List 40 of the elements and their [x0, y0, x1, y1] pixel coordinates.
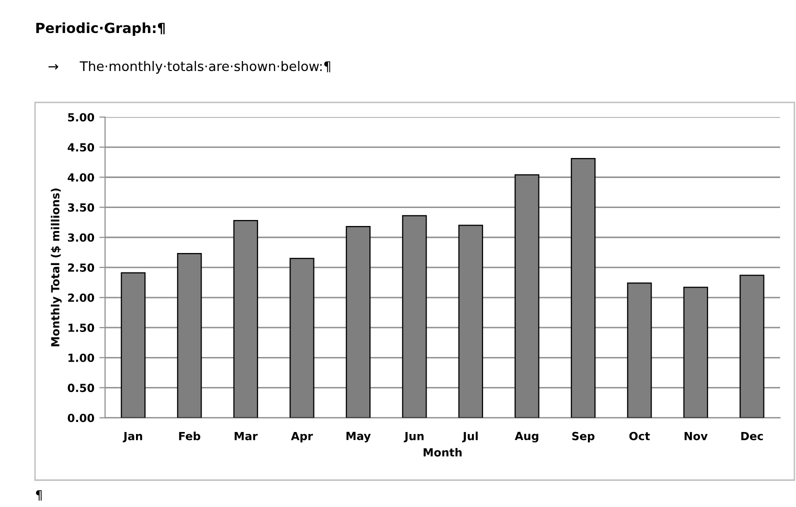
x-tick-label: Jun	[404, 432, 424, 442]
text: ¶	[36, 490, 42, 501]
bar	[740, 274, 764, 418]
bar	[514, 174, 540, 418]
y-tick-label: 0.50	[68, 384, 94, 392]
y-tick-label: 5.00	[68, 113, 94, 122]
y-tick-label: 4.00	[68, 173, 94, 182]
chart-title: Periodic·Graph:¶	[36, 22, 165, 36]
bar	[346, 226, 371, 418]
x-tick-label: May	[346, 432, 371, 442]
bar	[570, 158, 596, 418]
y-tick-label: 2.50	[68, 263, 94, 272]
x-tick-label: Aug	[514, 432, 538, 442]
x-tick-label: Oct	[629, 432, 650, 440]
y-tick-label: 3.00	[68, 233, 94, 242]
bar	[683, 286, 708, 418]
y-tick-label: 2.00	[68, 293, 94, 302]
x-tick-label: Jan	[122, 432, 142, 442]
x-tick-label: Mar	[234, 432, 258, 440]
x-axis-title: Month	[424, 448, 462, 457]
bar	[233, 220, 258, 418]
x-tick-label: Apr	[290, 432, 313, 442]
y-axis-title: Monthly Total ($ millions)	[50, 188, 62, 346]
y-tick-label: 1.00	[68, 354, 94, 362]
bar	[290, 258, 314, 418]
bar	[120, 272, 146, 418]
y-tick-label: 3.50	[68, 203, 94, 212]
chart-subtitle: → The·monthly·totals·are·shown·below:¶	[48, 60, 330, 74]
x-tick-label: Sep	[572, 432, 594, 442]
y-tick-label: 1.50	[68, 324, 94, 332]
y-tick-label: 4.50	[68, 143, 94, 152]
x-tick-label: Jul	[462, 432, 478, 442]
bar	[177, 253, 202, 418]
y-tick-label: 0.00	[68, 414, 94, 422]
x-tick-label: Dec	[741, 432, 763, 440]
x-tick-label: Nov	[684, 432, 708, 440]
bar	[458, 224, 484, 418]
x-tick-label: Feb	[179, 432, 200, 440]
bar	[627, 282, 652, 418]
bar	[402, 215, 427, 418]
